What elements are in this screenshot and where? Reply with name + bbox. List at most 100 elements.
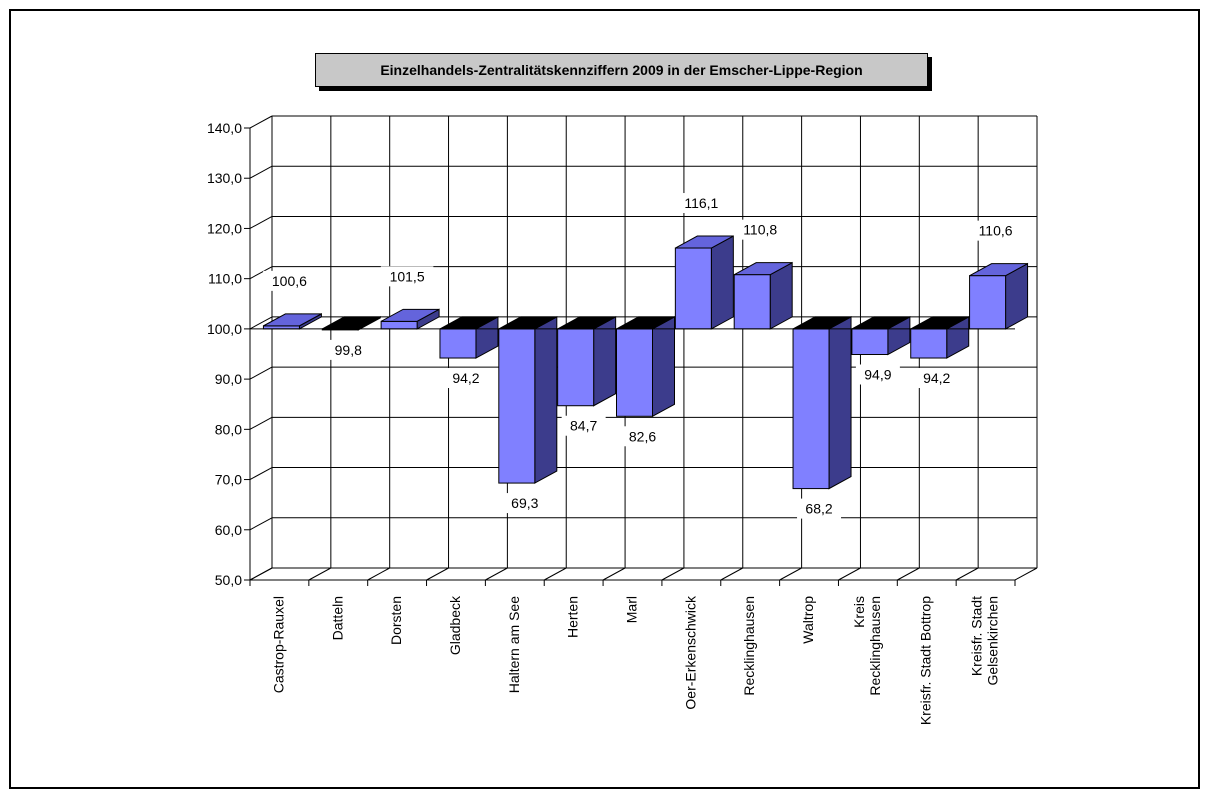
- data-label-bg: [675, 193, 728, 214]
- bar: [792, 328, 830, 490]
- x-tick-label-line: Datteln: [329, 596, 345, 640]
- x-tick-label: Kreisfr. Stadt Gelsenkirchen: [969, 596, 1001, 686]
- gridline-depth: [249, 266, 273, 280]
- x-tick-label: Datteln: [329, 596, 345, 640]
- bar-top: [969, 263, 1028, 277]
- data-label-bg: [914, 368, 959, 389]
- gridline-depth: [249, 316, 273, 330]
- x-tick-label: Dorsten: [388, 596, 404, 645]
- gridline-depth: [249, 366, 273, 380]
- bar: [851, 328, 889, 356]
- floor-depth-line: [367, 567, 390, 581]
- x-tick-label: Recklinghausen: [741, 596, 757, 696]
- x-tick-label-line: Marl: [624, 596, 640, 623]
- data-label-bg: [620, 426, 665, 447]
- y-tick-label: 50,0: [215, 572, 242, 588]
- bar: [910, 328, 948, 359]
- x-tick-label: Oer-Erkenschwick: [682, 595, 698, 710]
- gridline-depth: [249, 517, 273, 531]
- y-tick-label: 120,0: [207, 220, 242, 236]
- data-label: 110,6: [979, 223, 1013, 239]
- data-label-bg: [561, 415, 606, 436]
- x-tick-label: Waltrop: [800, 596, 816, 644]
- x-tick-label-line: Recklinghausen: [741, 596, 757, 696]
- floor-depth-line: [661, 567, 685, 581]
- floor-depth-line: [249, 567, 273, 581]
- data-label: 116,1: [684, 195, 718, 211]
- floor-depth-line: [485, 567, 508, 581]
- x-tick-label-line: Waltrop: [800, 596, 816, 644]
- bar-side: [710, 235, 734, 330]
- x-tick-label-line: Gelsenkirchen: [985, 596, 1001, 686]
- data-label: 94,9: [864, 367, 891, 383]
- x-tick-label-line: Gladbeck: [447, 595, 463, 655]
- bar: [498, 328, 536, 484]
- x-tick-label: Kreisfr. Stadt Bottrop: [918, 596, 934, 725]
- gridline-depth: [249, 216, 273, 229]
- y-tick-label: 110,0: [208, 271, 242, 287]
- data-label-bg: [380, 266, 434, 287]
- bar: [969, 275, 1007, 330]
- data-label-bg: [969, 220, 1022, 241]
- data-label: 101,5: [390, 268, 425, 284]
- floor-depth-line: [543, 567, 567, 581]
- x-tick-label: Marl: [624, 596, 640, 623]
- y-tick-label: 70,0: [215, 472, 242, 488]
- data-label-bg: [733, 219, 787, 240]
- x-tick-label-line: Dorsten: [388, 596, 404, 645]
- gridline-depth: [249, 165, 273, 179]
- y-tick-label: 90,0: [215, 371, 242, 387]
- floor-depth-line: [1014, 567, 1038, 581]
- x-tick-label: Herten: [565, 596, 581, 638]
- bar-top: [733, 262, 793, 276]
- y-tick-label: 130,0: [207, 170, 242, 186]
- data-label-bg: [797, 498, 842, 519]
- bar: [674, 247, 712, 330]
- gridline-depth: [249, 416, 273, 430]
- y-tick-label: 80,0: [215, 421, 242, 437]
- bar: [380, 320, 418, 330]
- bar-top: [263, 313, 322, 327]
- bar-side: [534, 316, 558, 484]
- floor-depth-line: [720, 567, 744, 581]
- floor-depth-line: [897, 567, 920, 581]
- bar-side: [828, 316, 852, 490]
- data-label: 82,6: [629, 428, 656, 444]
- bar-side: [593, 316, 617, 407]
- bar-side: [652, 316, 675, 418]
- x-tick-label-line: Recklinghausen: [867, 596, 883, 696]
- x-tick-label: Castrop-Rauxel: [270, 596, 286, 693]
- y-tick-label: 100,0: [207, 321, 242, 337]
- gridline-depth: [249, 115, 273, 129]
- floor-depth-line: [779, 567, 802, 581]
- x-tick-label-line: Kreisfr. Stadt: [969, 596, 985, 676]
- data-label: 68,2: [805, 501, 832, 517]
- x-tick-label: Gladbeck: [447, 595, 463, 655]
- bar-top: [675, 235, 734, 249]
- x-tick-label: Kreis Recklinghausen: [851, 596, 883, 696]
- floor-depth-line: [308, 567, 332, 581]
- floor-depth-line: [426, 567, 449, 581]
- x-tick-label-line: Haltern am See: [506, 596, 522, 693]
- bar-chart: 50,0 60,0 70,0 80,0 90,0 100,0 110,0 120,0 130,0…: [207, 115, 1038, 725]
- x-tick-label: Haltern am See: [506, 596, 522, 693]
- data-label: 99,8: [335, 342, 362, 358]
- y-tick-label: 60,0: [215, 522, 242, 538]
- data-label: 94,2: [923, 370, 950, 386]
- floor-depth-line: [955, 567, 979, 581]
- data-label: 100,6: [272, 273, 307, 289]
- x-tick-label-line: Oer-Erkenschwick: [682, 595, 698, 710]
- floor-depth-line: [838, 567, 861, 581]
- bar: [616, 328, 653, 417]
- data-label-bg: [326, 339, 371, 360]
- data-label: 84,7: [570, 418, 597, 434]
- data-label-bg: [263, 270, 316, 291]
- data-label-bg: [855, 364, 900, 385]
- data-label-bg: [502, 493, 547, 514]
- data-label: 94,2: [452, 370, 479, 386]
- x-tick-label-line: Herten: [565, 596, 581, 638]
- bar: [439, 328, 477, 359]
- y-tick-label: 140,0: [207, 120, 242, 136]
- x-tick-label-line: Castrop-Rauxel: [270, 596, 286, 693]
- bar: [733, 274, 771, 330]
